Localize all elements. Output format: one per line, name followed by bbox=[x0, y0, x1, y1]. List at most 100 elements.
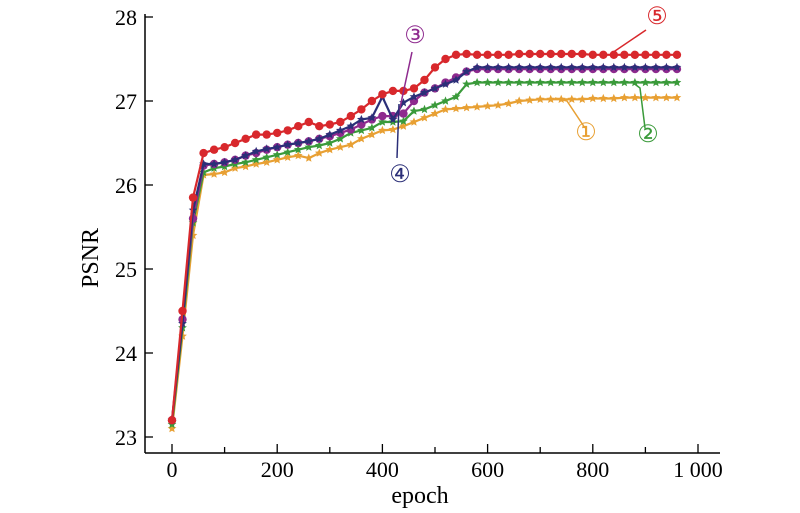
data-point bbox=[577, 94, 587, 103]
data-point bbox=[588, 93, 598, 103]
data-point bbox=[536, 49, 545, 59]
data-point bbox=[335, 134, 345, 143]
data-point bbox=[441, 54, 450, 64]
data-point bbox=[672, 77, 682, 87]
data-point bbox=[441, 79, 450, 88]
data-point bbox=[346, 121, 356, 130]
data-point bbox=[651, 93, 661, 102]
data-point bbox=[598, 62, 608, 72]
series-callout-label: ③ bbox=[404, 23, 426, 49]
callout-leader-line bbox=[396, 103, 400, 159]
data-point bbox=[514, 96, 524, 105]
data-point bbox=[167, 416, 177, 425]
data-point bbox=[504, 50, 513, 59]
data-point bbox=[462, 49, 471, 59]
data-point bbox=[272, 155, 282, 164]
data-point bbox=[388, 114, 398, 124]
data-point bbox=[483, 50, 492, 59]
data-point bbox=[630, 93, 640, 102]
data-point bbox=[178, 319, 187, 328]
data-point bbox=[451, 75, 461, 84]
data-point bbox=[241, 161, 250, 171]
data-point bbox=[367, 130, 377, 139]
data-point bbox=[483, 62, 492, 72]
data-point bbox=[304, 142, 314, 151]
data-point bbox=[525, 49, 534, 59]
data-point bbox=[293, 138, 303, 147]
data-point bbox=[325, 145, 335, 154]
callout-leader-line bbox=[631, 81, 646, 129]
data-point bbox=[409, 84, 419, 93]
data-point bbox=[630, 77, 640, 87]
data-point bbox=[430, 100, 440, 109]
data-point bbox=[641, 50, 650, 59]
data-point bbox=[493, 77, 503, 87]
data-point bbox=[199, 148, 208, 158]
data-point bbox=[514, 62, 524, 72]
data-point bbox=[272, 142, 282, 151]
data-point bbox=[609, 50, 619, 59]
y-tick-label: 26 bbox=[115, 173, 137, 198]
data-point bbox=[598, 77, 608, 87]
data-point bbox=[598, 93, 608, 103]
data-point bbox=[409, 106, 419, 115]
series-4 bbox=[167, 62, 682, 424]
data-point bbox=[336, 117, 345, 127]
data-point bbox=[472, 50, 482, 59]
data-point bbox=[304, 153, 314, 162]
x-axis-title: epoch bbox=[391, 483, 448, 509]
data-point bbox=[651, 62, 661, 72]
data-point bbox=[283, 140, 293, 149]
data-point bbox=[672, 50, 682, 59]
data-point bbox=[399, 121, 408, 130]
data-point bbox=[630, 50, 640, 59]
data-point bbox=[388, 125, 398, 134]
data-point bbox=[493, 50, 503, 59]
data-point bbox=[293, 151, 303, 160]
data-point bbox=[483, 77, 492, 87]
data-point bbox=[262, 130, 271, 139]
series-2 bbox=[167, 77, 682, 429]
data-point bbox=[472, 77, 482, 87]
data-point bbox=[272, 150, 282, 159]
data-point bbox=[251, 155, 261, 164]
data-point bbox=[230, 138, 240, 148]
data-point bbox=[388, 86, 398, 96]
data-point bbox=[609, 62, 619, 72]
data-point bbox=[472, 102, 482, 111]
data-point bbox=[262, 144, 272, 153]
series-line bbox=[170, 81, 677, 425]
data-point bbox=[578, 49, 587, 59]
data-point bbox=[504, 77, 513, 87]
data-point bbox=[525, 62, 535, 72]
data-point bbox=[599, 50, 608, 59]
data-point bbox=[672, 62, 682, 72]
data-point bbox=[294, 122, 303, 131]
data-point bbox=[209, 169, 219, 178]
data-point bbox=[462, 67, 471, 76]
data-point bbox=[241, 134, 250, 143]
data-point bbox=[641, 93, 650, 102]
data-point bbox=[314, 134, 324, 143]
data-point bbox=[378, 117, 387, 126]
data-point bbox=[430, 63, 440, 72]
data-point bbox=[315, 122, 324, 131]
data-point bbox=[620, 50, 629, 59]
series-callout-label: ④ bbox=[389, 162, 411, 188]
data-point bbox=[325, 138, 335, 147]
data-point bbox=[251, 159, 261, 168]
data-point bbox=[420, 88, 429, 97]
data-point bbox=[178, 306, 187, 316]
x-tick-label: 1 000 bbox=[673, 457, 723, 482]
data-point bbox=[409, 92, 419, 101]
data-point bbox=[525, 77, 535, 87]
data-point bbox=[462, 103, 471, 112]
callout-layer: ① ② ③ ④ ⑤ bbox=[389, 4, 668, 188]
data-point bbox=[283, 152, 293, 161]
axes-layer bbox=[144, 14, 720, 454]
x-tick-label: 400 bbox=[366, 457, 399, 482]
data-point bbox=[283, 126, 292, 135]
data-point bbox=[525, 95, 535, 104]
y-tick-label: 28 bbox=[115, 5, 137, 30]
data-point bbox=[357, 105, 366, 114]
